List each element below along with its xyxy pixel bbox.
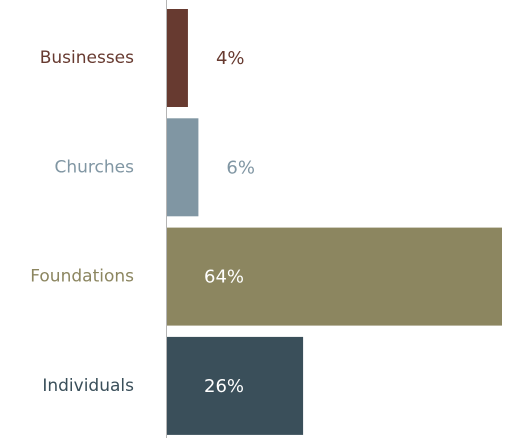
value-label-foundations: 64%: [204, 267, 244, 288]
bar-foundations: [167, 227, 502, 326]
value-label-churches: 6%: [226, 157, 255, 178]
bar-churches: [167, 118, 199, 217]
bar-individuals: [167, 336, 304, 435]
category-label-businesses: Businesses: [40, 48, 134, 68]
bars-group: Businesses 4% Churches 6% Foundations 64% Indi…: [30, 9, 502, 435]
bar-businesses: [167, 9, 188, 107]
value-label-individuals: 26%: [204, 376, 244, 397]
value-label-businesses: 4%: [216, 48, 245, 69]
category-label-individuals: Individuals: [42, 376, 134, 396]
category-label-churches: Churches: [55, 157, 135, 177]
category-label-foundations: Foundations: [30, 267, 134, 287]
